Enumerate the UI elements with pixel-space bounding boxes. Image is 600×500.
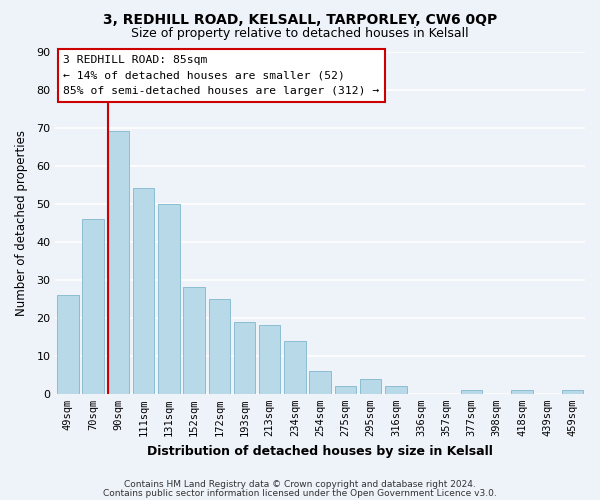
Bar: [360, 378, 382, 394]
Text: 3 REDHILL ROAD: 85sqm
← 14% of detached houses are smaller (52)
85% of semi-deta: 3 REDHILL ROAD: 85sqm ← 14% of detached …: [63, 55, 380, 96]
Bar: [158, 204, 179, 394]
Bar: [184, 288, 205, 394]
Bar: [234, 322, 255, 394]
Text: Contains public sector information licensed under the Open Government Licence v3: Contains public sector information licen…: [103, 488, 497, 498]
Bar: [511, 390, 533, 394]
Bar: [133, 188, 154, 394]
Text: 3, REDHILL ROAD, KELSALL, TARPORLEY, CW6 0QP: 3, REDHILL ROAD, KELSALL, TARPORLEY, CW6…: [103, 12, 497, 26]
Bar: [385, 386, 407, 394]
Bar: [461, 390, 482, 394]
X-axis label: Distribution of detached houses by size in Kelsall: Distribution of detached houses by size …: [147, 444, 493, 458]
Bar: [310, 371, 331, 394]
Bar: [335, 386, 356, 394]
Bar: [57, 295, 79, 394]
Bar: [284, 340, 305, 394]
Text: Size of property relative to detached houses in Kelsall: Size of property relative to detached ho…: [131, 28, 469, 40]
Text: Contains HM Land Registry data © Crown copyright and database right 2024.: Contains HM Land Registry data © Crown c…: [124, 480, 476, 489]
Y-axis label: Number of detached properties: Number of detached properties: [15, 130, 28, 316]
Bar: [562, 390, 583, 394]
Bar: [107, 132, 129, 394]
Bar: [209, 298, 230, 394]
Bar: [259, 326, 280, 394]
Bar: [82, 219, 104, 394]
